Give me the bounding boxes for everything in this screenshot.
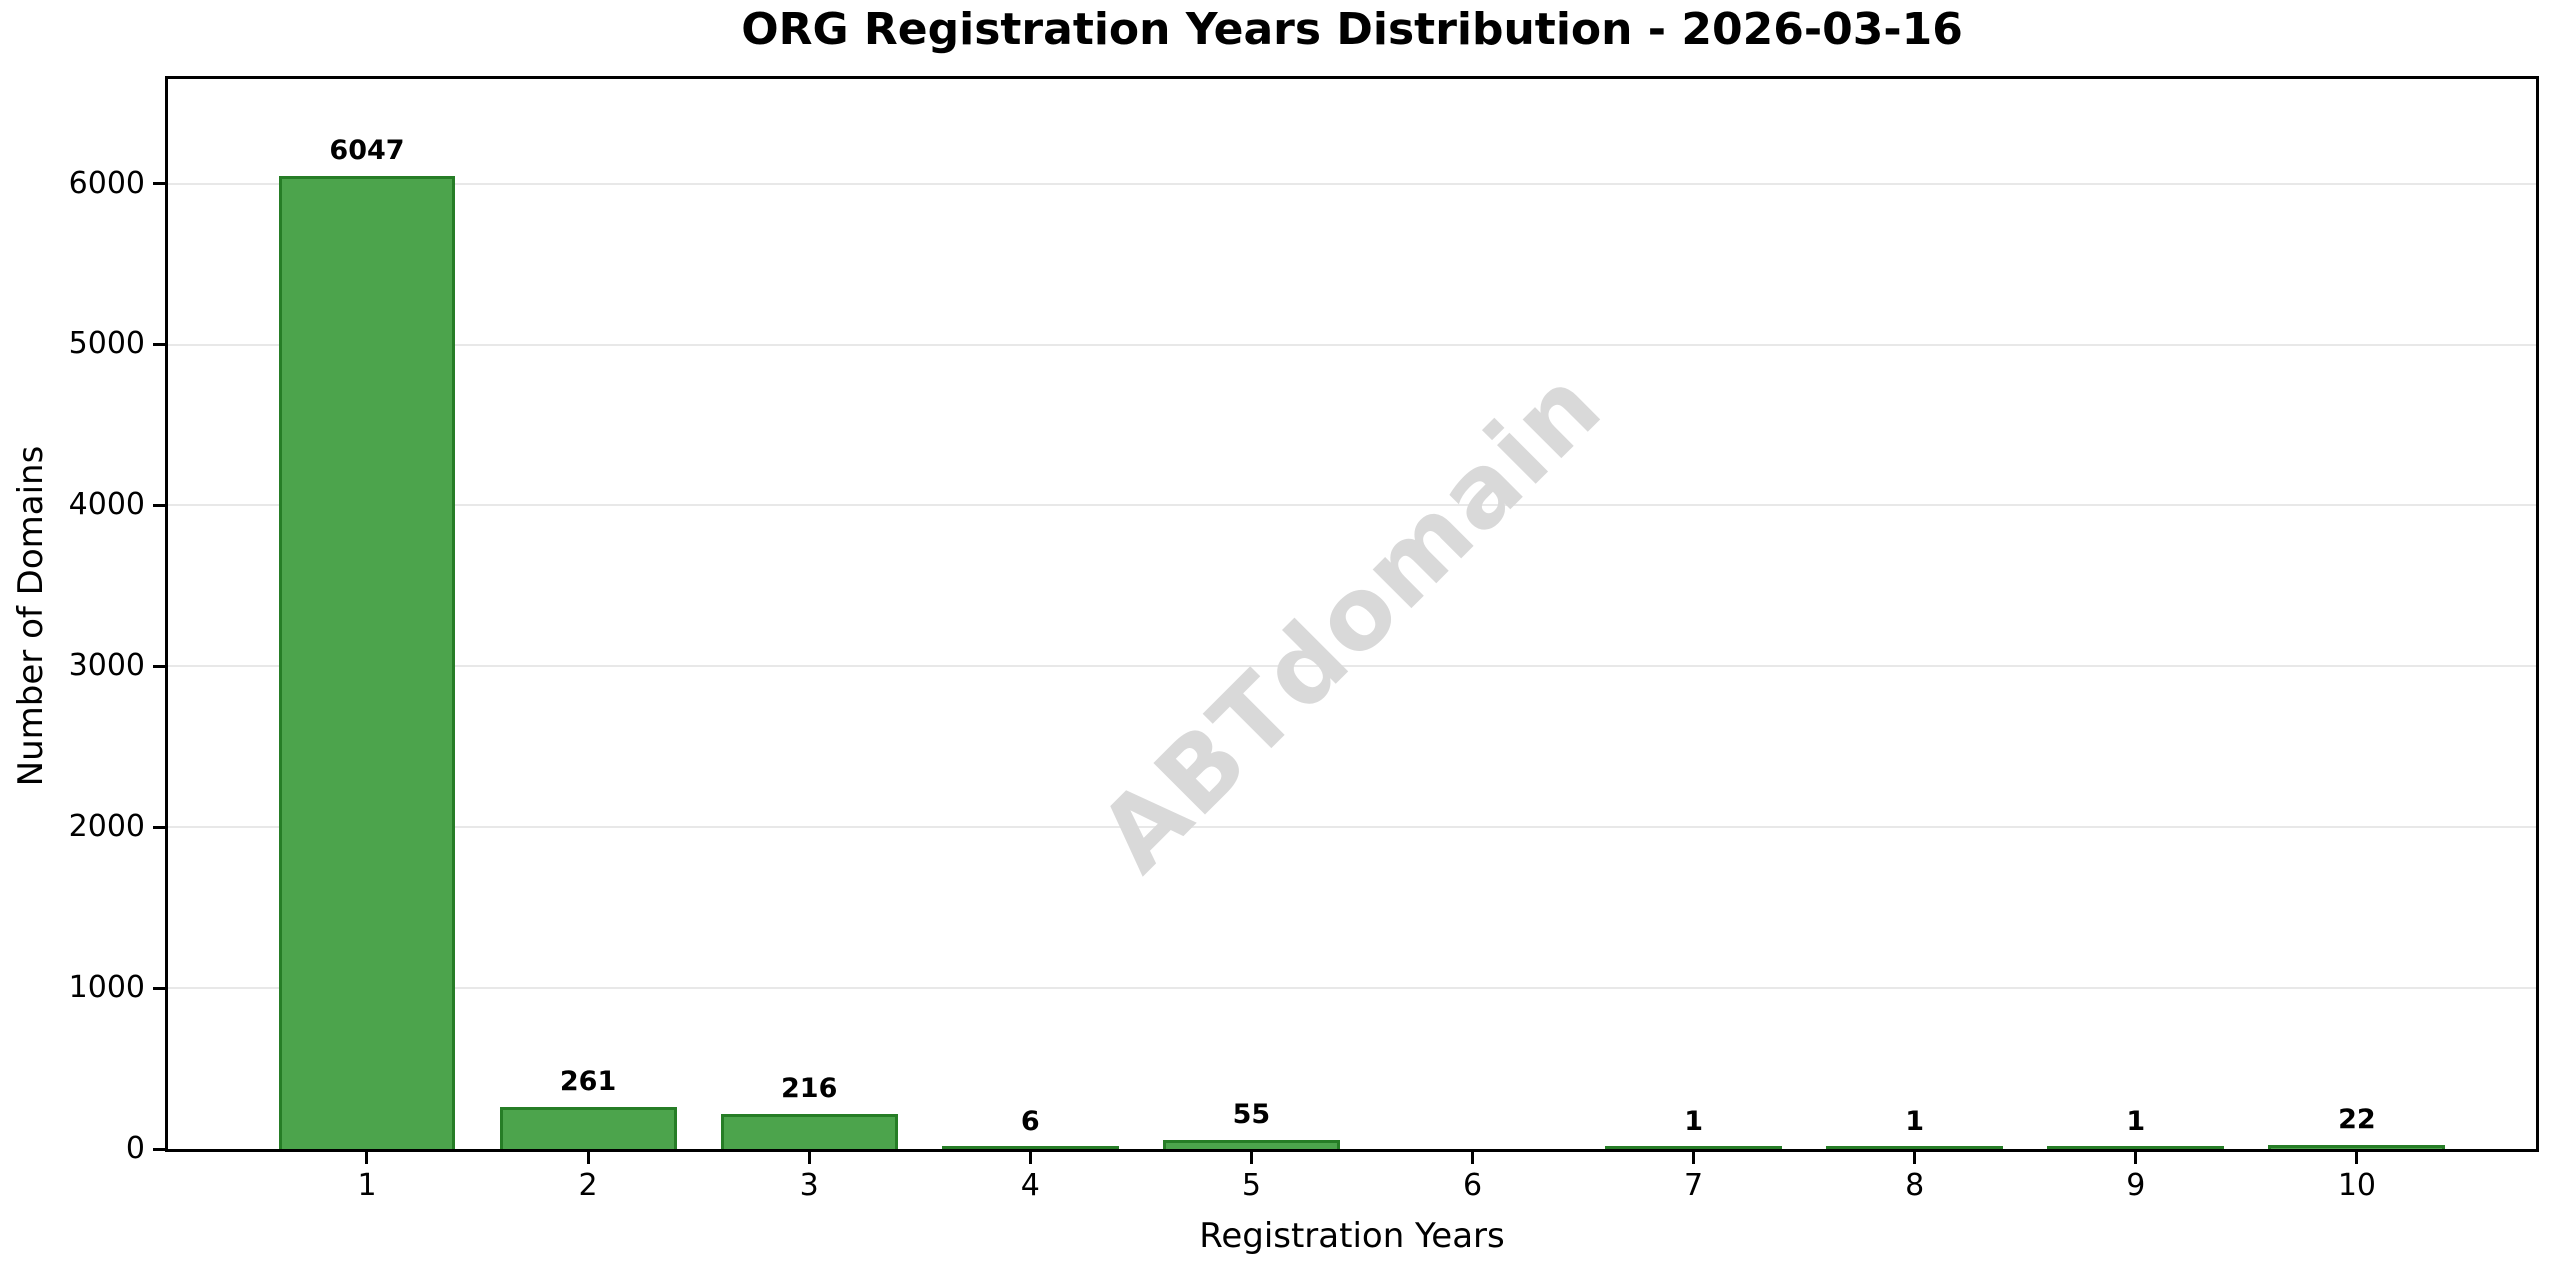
y-tick-label: 6000 bbox=[68, 165, 145, 201]
x-tick-label: 10 bbox=[2337, 1168, 2376, 1203]
y-tick bbox=[153, 664, 165, 668]
x-tick bbox=[1249, 1152, 1253, 1164]
y-tick-label: 2000 bbox=[68, 809, 145, 845]
y-tick bbox=[153, 182, 165, 186]
x-tick-label: 4 bbox=[1020, 1168, 1040, 1203]
x-tick bbox=[365, 1152, 369, 1164]
y-tick bbox=[153, 503, 165, 507]
gridline bbox=[168, 182, 2536, 185]
y-tick-label: 1000 bbox=[68, 970, 145, 1006]
bar-value-label: 22 bbox=[2338, 1104, 2376, 1136]
x-tick bbox=[1692, 1152, 1696, 1164]
bar bbox=[278, 176, 456, 1149]
y-tick bbox=[153, 825, 165, 829]
bar bbox=[2268, 1145, 2446, 1149]
bar-value-label: 1 bbox=[1684, 1106, 1703, 1137]
x-tick-label: 2 bbox=[578, 1168, 598, 1203]
bar-value-label: 261 bbox=[559, 1066, 617, 1098]
bar bbox=[1826, 1146, 2004, 1149]
y-tick bbox=[153, 1147, 165, 1151]
bar-value-label: 6 bbox=[1020, 1106, 1040, 1137]
x-tick-label: 9 bbox=[2126, 1168, 2146, 1203]
bar-value-label: 216 bbox=[781, 1073, 838, 1105]
x-tick-label: 3 bbox=[799, 1168, 819, 1203]
x-tick bbox=[1913, 1152, 1917, 1164]
bar bbox=[941, 1146, 1119, 1149]
bar bbox=[1605, 1146, 1783, 1149]
y-tick-label: 3000 bbox=[68, 648, 145, 684]
bar-value-label: 1 bbox=[1905, 1106, 1925, 1137]
x-axis-label: Registration Years bbox=[1199, 1216, 1505, 1256]
bar bbox=[720, 1114, 898, 1149]
x-tick bbox=[1028, 1152, 1032, 1164]
x-tick-label: 7 bbox=[1684, 1168, 1704, 1203]
bar-value-label: 55 bbox=[1232, 1099, 1271, 1131]
bar-value-label: 6047 bbox=[329, 135, 405, 167]
x-tick bbox=[2134, 1152, 2138, 1164]
gridline bbox=[168, 504, 2536, 507]
x-tick bbox=[2355, 1152, 2359, 1164]
x-tick bbox=[586, 1152, 590, 1164]
gridline bbox=[168, 987, 2536, 990]
y-tick-label: 4000 bbox=[68, 487, 145, 523]
chart-title: ORG Registration Years Distribution - 20… bbox=[741, 4, 1963, 55]
x-tick-label: 8 bbox=[1905, 1168, 1925, 1203]
watermark: ABTdomain bbox=[1076, 346, 1624, 894]
y-tick bbox=[153, 986, 165, 990]
y-tick-label: 0 bbox=[125, 1131, 145, 1166]
plot-area: ABTdomain 6047 261 216 6 55 1 1 1 22 bbox=[165, 76, 2539, 1152]
bar bbox=[499, 1107, 677, 1149]
gridline bbox=[168, 665, 2536, 668]
bar-value-label: 1 bbox=[2126, 1106, 2146, 1137]
bar bbox=[2047, 1146, 2225, 1149]
gridline bbox=[168, 343, 2536, 346]
y-tick bbox=[153, 342, 165, 346]
y-tick-label: 5000 bbox=[68, 326, 145, 362]
x-tick bbox=[807, 1152, 811, 1164]
x-tick bbox=[1471, 1152, 1474, 1164]
bar bbox=[1162, 1140, 1340, 1149]
x-tick-label: 1 bbox=[357, 1168, 377, 1203]
x-tick-label: 6 bbox=[1462, 1168, 1483, 1203]
x-tick-label: 5 bbox=[1241, 1168, 1261, 1203]
gridline bbox=[168, 826, 2536, 829]
